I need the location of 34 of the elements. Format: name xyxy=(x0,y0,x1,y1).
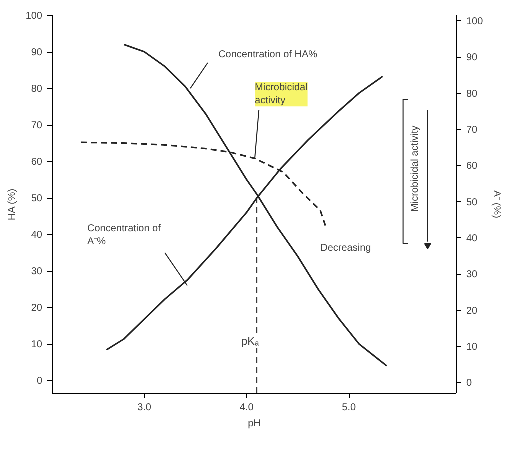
y-tick-label: 60 xyxy=(31,157,43,168)
annotation: Concentration of HA% xyxy=(218,50,318,61)
ref-line-label: pKₐ xyxy=(242,336,260,348)
x-tick-label: 5.0 xyxy=(342,402,356,414)
y-tick-label: 10 xyxy=(31,340,43,351)
y2-tick-label: 100 xyxy=(466,16,484,28)
annotation: Concentration of A⁻% xyxy=(88,224,162,248)
y2-tick-label: 20 xyxy=(466,306,478,317)
y2-tick-label: 0 xyxy=(466,378,472,390)
y-tick-label: 20 xyxy=(31,303,43,314)
x-tick-label: 3.0 xyxy=(138,402,152,414)
y2-tick-label: 90 xyxy=(466,52,478,64)
y-tick-label: 30 xyxy=(31,266,43,278)
y2-axis-title: A⁻ (%) xyxy=(491,190,502,218)
y2-tick-label: 50 xyxy=(466,197,478,208)
y2-tick-label: 30 xyxy=(466,270,478,281)
annotation: Microbicidal activity xyxy=(410,126,422,212)
x-tick-label: 4.0 xyxy=(240,402,254,414)
y2-tick-label: 10 xyxy=(466,342,478,353)
y2-tick-label: 60 xyxy=(466,161,478,172)
y2-tick-label: 80 xyxy=(466,88,478,100)
annotation: Microbicidal activity xyxy=(255,82,308,107)
y-tick-label: 90 xyxy=(31,48,43,59)
y-tick-label: 80 xyxy=(31,84,43,96)
y-tick-label: 50 xyxy=(31,194,43,205)
annotation: Decreasing xyxy=(320,242,372,254)
y2-tick-label: 40 xyxy=(466,233,478,244)
y-tick-label: 40 xyxy=(31,230,43,242)
y-axis-title: HA (%) xyxy=(6,188,18,221)
y-tick-label: 100 xyxy=(26,11,43,22)
x-axis-title: pH xyxy=(248,418,261,430)
y-tick-label: 70 xyxy=(31,120,43,132)
y2-tick-label: 70 xyxy=(466,124,478,136)
y-tick-label: 0 xyxy=(36,376,43,388)
